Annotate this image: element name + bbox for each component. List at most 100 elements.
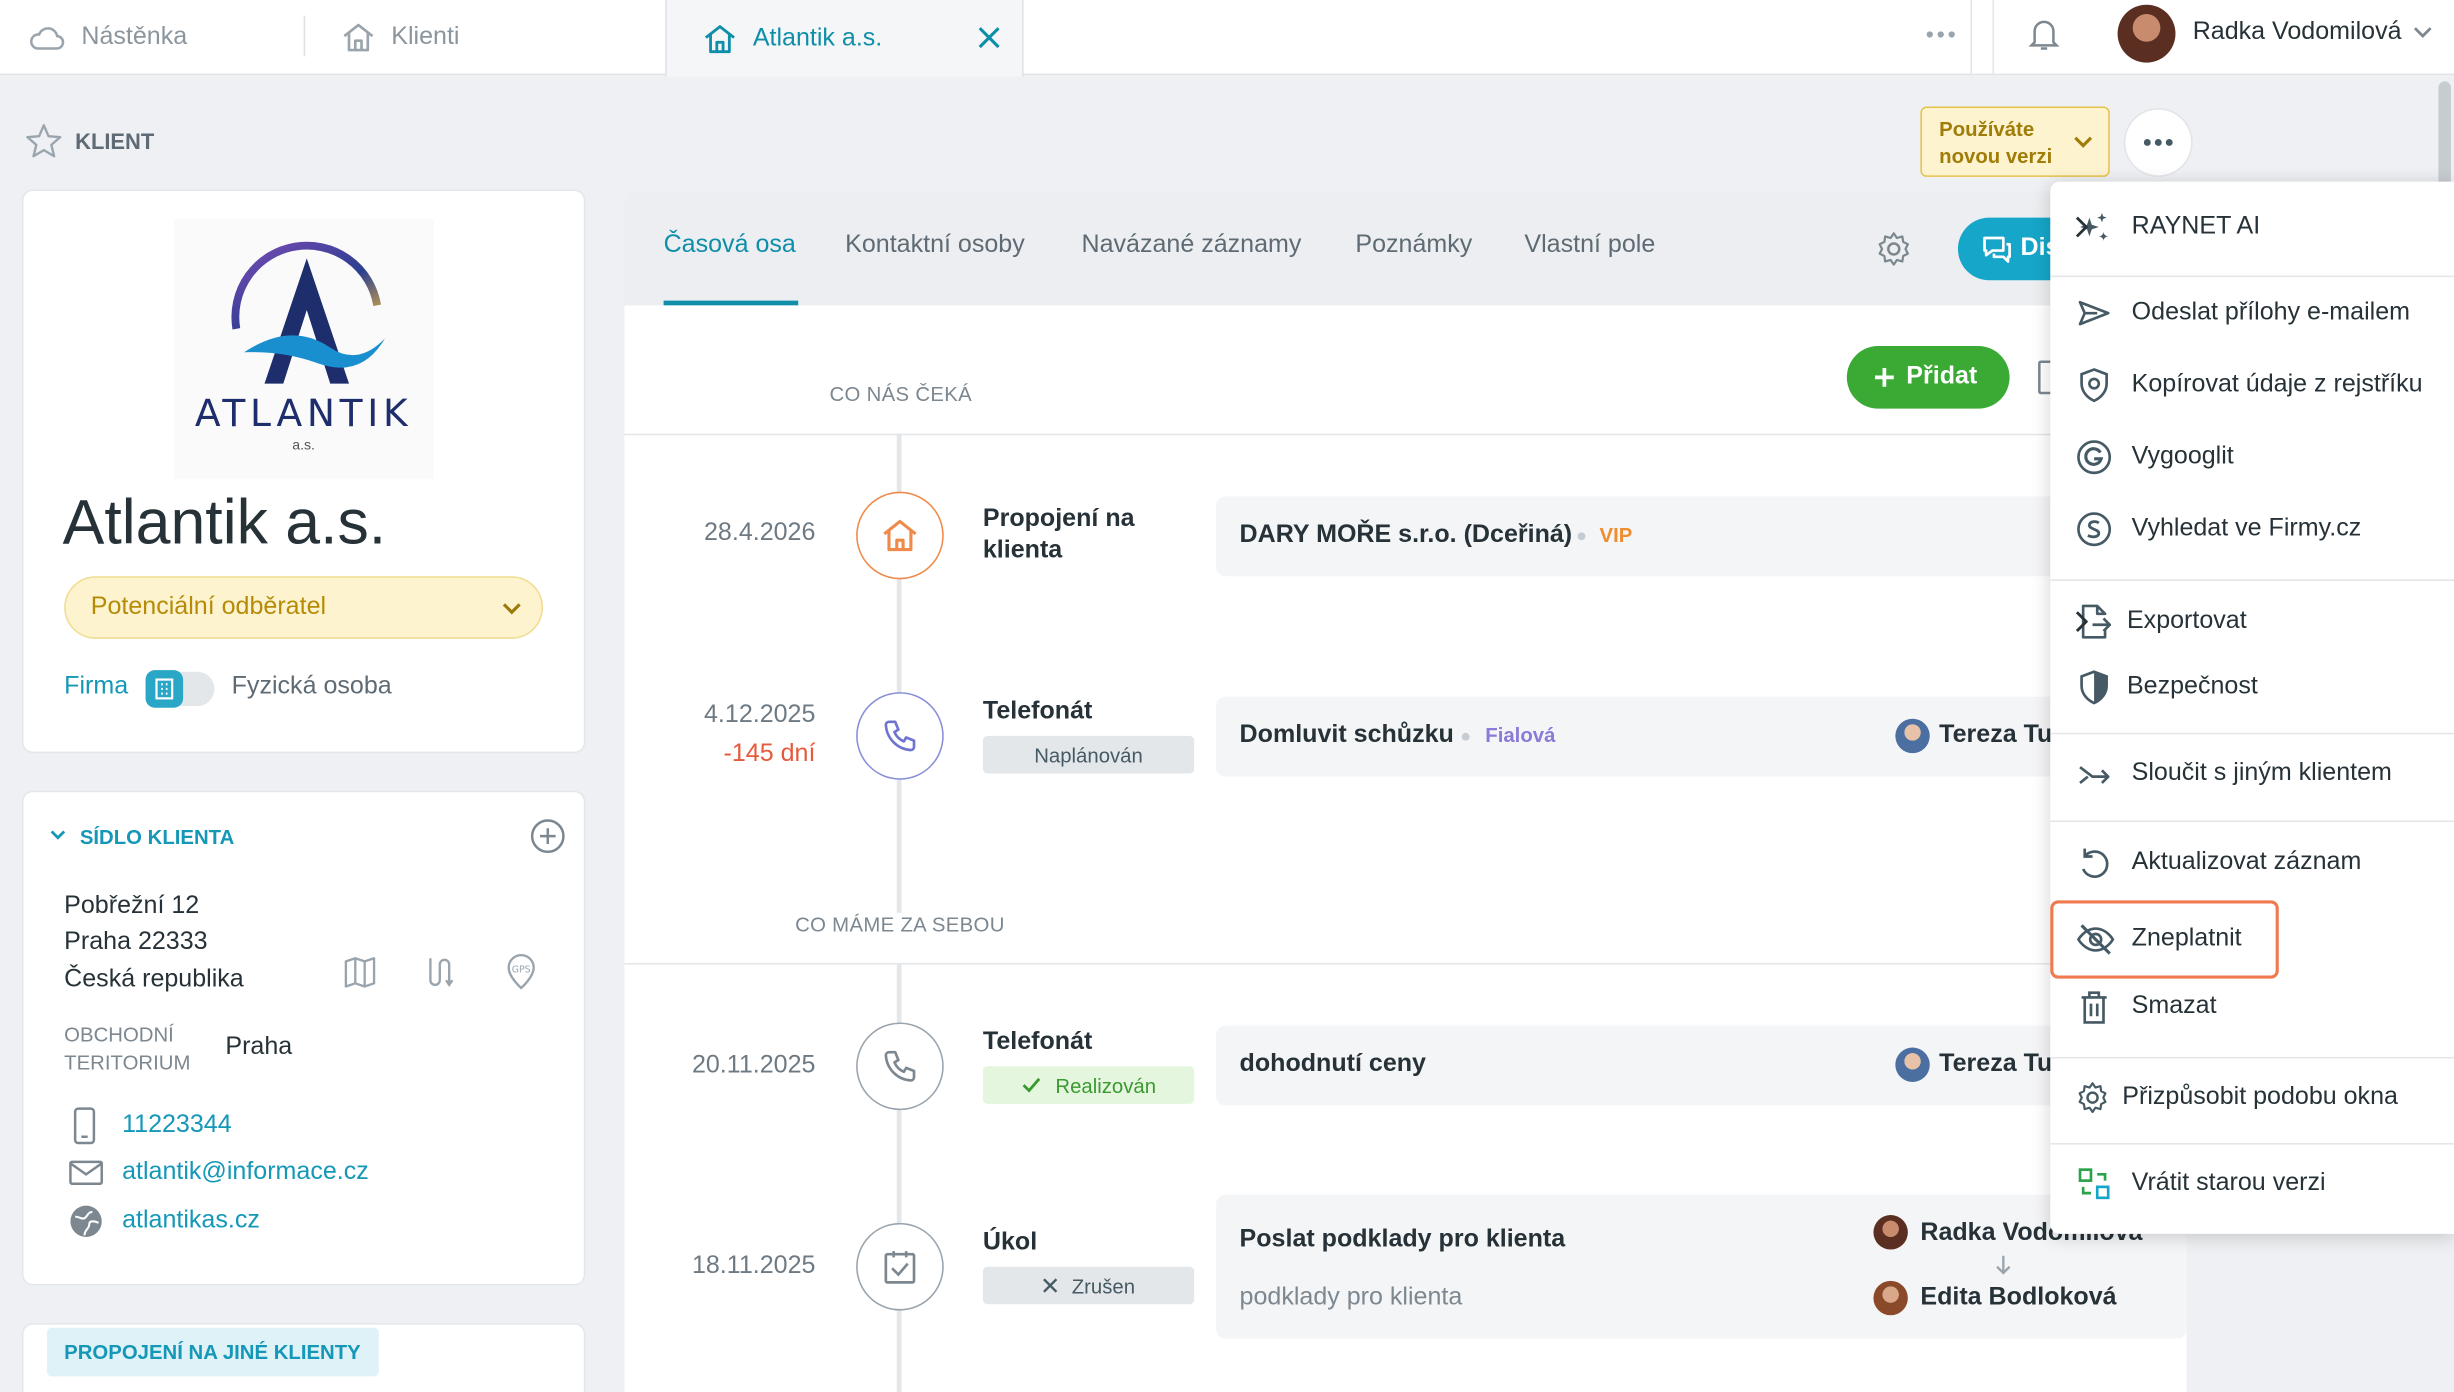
scrollbar[interactable] <box>2438 81 2451 188</box>
task-icon <box>884 1251 916 1284</box>
company-person-toggle[interactable] <box>145 670 215 708</box>
check-icon <box>1023 1077 1041 1093</box>
tab-related[interactable]: Navázané záznamy <box>1081 231 1302 259</box>
address-card-title[interactable]: SÍDLO KLIENTA <box>79 825 235 849</box>
menu-item-copy-registry[interactable]: Kopírovat údaje z rejstříku <box>2050 354 2454 417</box>
star-icon[interactable] <box>25 122 63 160</box>
more-actions-menu: RAYNET AI Odeslat přílohy e-mailem Kopír… <box>2050 181 2454 1234</box>
add-circle-icon[interactable] <box>529 817 567 855</box>
dot-separator <box>1461 732 1470 741</box>
menu-item-label: Aktualizovat záznam <box>2131 848 2362 876</box>
address-card: SÍDLO KLIENTA Pobřežní 12 Praha 22333 Če… <box>23 792 584 1284</box>
timeline-type-line: Propojení na <box>982 505 1135 533</box>
section-label: KLIENT <box>75 128 155 154</box>
more-actions-button[interactable] <box>2125 109 2192 176</box>
status-value: Potenciální odběratel <box>90 593 327 621</box>
plus-icon <box>1874 367 1894 387</box>
menu-item-label: RAYNET AI <box>2131 212 2261 240</box>
divider <box>624 962 2187 965</box>
timeline-item[interactable]: Domluvit schůzku Fialová Tereza Tu <box>1216 696 2187 777</box>
phone-icon <box>73 1107 96 1145</box>
tab-timeline[interactable]: Časová osa <box>663 231 796 259</box>
menu-divider <box>2050 275 2454 278</box>
menu-item-merge[interactable]: Sloučit s jiným klientem <box>2050 742 2454 805</box>
chevron-down-icon <box>2074 136 2093 148</box>
gps-icon[interactable]: GPS <box>502 953 540 992</box>
tab-custom-fields[interactable]: Vlastní pole <box>1524 231 1656 259</box>
timeline-item[interactable]: dohodnutí ceny Tereza Tu <box>1216 1025 2187 1106</box>
menu-item-old-version[interactable]: Vrátit starou verzi <box>2050 1152 2454 1215</box>
status-badge-label: Zrušen <box>1071 1273 1136 1298</box>
email-link[interactable]: atlantik@informace.cz <box>122 1158 369 1186</box>
menu-item-send-attachments[interactable]: Odeslat přílohy e-mailem <box>2050 282 2454 345</box>
toggle-person-label[interactable]: Fyzická osoba <box>231 673 392 700</box>
menu-item-label: Sloučit s jiným klientem <box>2131 759 2392 787</box>
timeline-title: Poslat podklady pro klienta <box>1239 1226 1566 1253</box>
logo-text: ATLANTIK <box>194 391 413 436</box>
tab-label: Atlantik a.s. <box>752 24 883 51</box>
timeline-date: 18.11.2025 <box>691 1252 816 1280</box>
menu-item-invalidate[interactable]: Zneplatnit <box>2050 900 2279 979</box>
firmy-icon <box>2077 512 2112 547</box>
bell-icon[interactable] <box>2028 17 2060 51</box>
toggle-company-label[interactable]: Firma <box>64 673 129 700</box>
map-icon[interactable] <box>343 955 377 989</box>
web-link[interactable]: atlantikas.cz <box>122 1207 260 1234</box>
user-name[interactable]: Radka Vodomilová <box>2192 18 2402 46</box>
avatar[interactable] <box>2117 4 2176 63</box>
add-button[interactable]: Přidat <box>1846 346 2010 409</box>
menu-item-label: Smazat <box>2131 992 2217 1020</box>
menu-item-security[interactable]: Bezpečnost <box>2050 656 2454 719</box>
tab-nastenka[interactable]: Nástěnka <box>28 0 187 75</box>
chat-icon <box>1983 236 2011 263</box>
more-tabs-icon[interactable] <box>1925 30 1956 39</box>
phone-icon <box>884 1050 916 1082</box>
menu-item-refresh[interactable]: Aktualizovat záznam <box>2050 831 2454 894</box>
links-card-title[interactable]: PROPOJENÍ NA JINÉ KLIENTY <box>46 1327 378 1377</box>
new-version-button[interactable]: Používáte novou verzi <box>1920 106 2110 177</box>
menu-item-delete[interactable]: Smazat <box>2050 975 2454 1038</box>
gear-icon[interactable] <box>1875 230 1913 268</box>
status-badge: Zrušen <box>982 1266 1195 1305</box>
menu-item-export[interactable]: Exportovat <box>2050 590 2454 653</box>
filter-icon[interactable] <box>2038 360 2054 395</box>
chevron-down-icon[interactable] <box>2412 25 2434 41</box>
new-version-line1: Používáte <box>1939 117 2035 141</box>
menu-item-customize[interactable]: Přizpůsobit podobu okna <box>2050 1066 2454 1129</box>
route-icon[interactable] <box>423 955 457 989</box>
menu-divider <box>2050 820 2454 823</box>
avatar <box>1873 1215 1908 1250</box>
menu-item-label: Zneplatnit <box>2131 925 2242 953</box>
tab-notes[interactable]: Poznámky <box>1355 231 1473 259</box>
menu-item-label: Vrátit starou verzi <box>2131 1169 2326 1197</box>
google-icon <box>2077 440 2112 475</box>
atlantik-logo-icon <box>231 241 386 384</box>
menu-item-firmy[interactable]: Vyhledat ve Firmy.cz <box>2050 498 2454 561</box>
add-label: Přidat <box>1906 363 1978 390</box>
status-select[interactable]: Potenciální odběratel <box>64 576 544 639</box>
tab-atlantik[interactable]: Atlantik a.s. <box>665 0 1024 77</box>
sparkle-icon <box>2080 212 2109 242</box>
more-icon <box>2143 139 2173 146</box>
timeline-item[interactable]: DARY MOŘE s.r.o. (Dceřiná) VIP <box>1216 496 2187 577</box>
phone-link[interactable]: 11223344 <box>122 1111 232 1139</box>
menu-item-raynet-ai[interactable]: RAYNET AI <box>2050 196 2454 259</box>
client-name: Atlantik a.s. <box>62 488 387 558</box>
chevron-right-icon <box>2075 611 2088 633</box>
menu-item-google[interactable]: Vygooglit <box>2050 426 2454 489</box>
cloud-icon <box>30 27 65 50</box>
divider <box>1992 0 1994 76</box>
security-icon <box>2080 670 2108 705</box>
tab-label: Nástěnka <box>81 23 188 51</box>
tab-klienti[interactable]: Klienti <box>341 0 459 75</box>
territory-label-1: OBCHODNÍ <box>64 1022 174 1046</box>
tab-contacts[interactable]: Kontaktní osoby <box>845 231 1025 259</box>
menu-divider <box>2050 732 2454 735</box>
address-country: Česká republika <box>64 966 244 993</box>
assignee-name: Tereza Tu <box>1939 1050 2053 1078</box>
menu-divider <box>2050 1056 2454 1059</box>
timeline-subtitle: podklady pro klienta <box>1239 1283 1463 1311</box>
chevron-down-icon[interactable] <box>50 830 66 843</box>
timeline-item[interactable]: Poslat podklady pro klienta podklady pro… <box>1216 1194 2187 1339</box>
close-icon[interactable] <box>975 23 1003 51</box>
